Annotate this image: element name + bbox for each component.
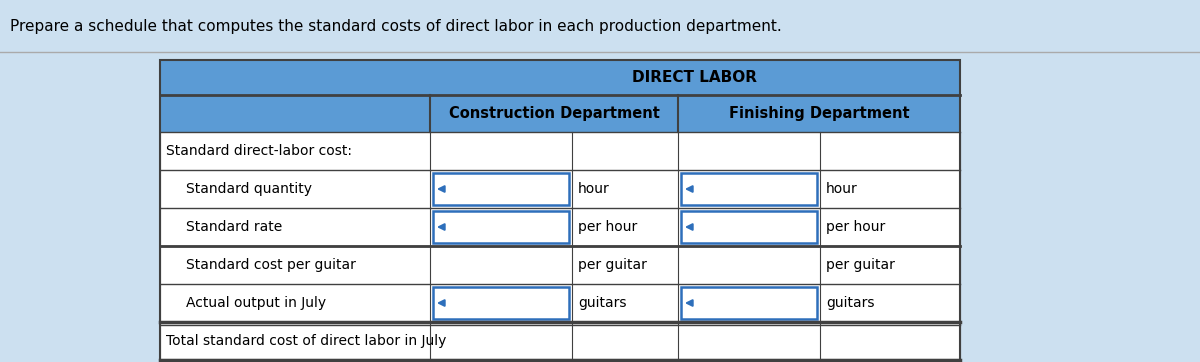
Text: Finishing Department: Finishing Department <box>728 106 910 121</box>
Bar <box>160 60 960 360</box>
Bar <box>433 287 569 319</box>
Text: per guitar: per guitar <box>826 258 895 272</box>
Text: guitars: guitars <box>826 296 875 310</box>
Text: DIRECT LABOR: DIRECT LABOR <box>632 70 757 85</box>
Text: per hour: per hour <box>578 220 637 234</box>
Bar <box>160 132 960 360</box>
Bar <box>682 173 817 205</box>
Text: per hour: per hour <box>826 220 886 234</box>
Text: hour: hour <box>826 182 858 196</box>
Text: Standard direct-labor cost:: Standard direct-labor cost: <box>166 144 352 158</box>
Bar <box>160 60 960 95</box>
Bar <box>0 0 1200 52</box>
Bar <box>682 211 817 243</box>
Bar <box>160 95 960 132</box>
Text: Prepare a schedule that computes the standard costs of direct labor in each prod: Prepare a schedule that computes the sta… <box>10 18 781 34</box>
Text: Construction Department: Construction Department <box>449 106 660 121</box>
Text: guitars: guitars <box>578 296 626 310</box>
Bar <box>433 211 569 243</box>
Text: Standard rate: Standard rate <box>186 220 282 234</box>
Text: hour: hour <box>578 182 610 196</box>
Text: Standard cost per guitar: Standard cost per guitar <box>186 258 356 272</box>
Text: Standard quantity: Standard quantity <box>186 182 312 196</box>
Text: per guitar: per guitar <box>578 258 647 272</box>
Bar <box>433 173 569 205</box>
Text: Total standard cost of direct labor in July: Total standard cost of direct labor in J… <box>166 334 446 348</box>
Text: Actual output in July: Actual output in July <box>186 296 326 310</box>
Bar <box>682 287 817 319</box>
